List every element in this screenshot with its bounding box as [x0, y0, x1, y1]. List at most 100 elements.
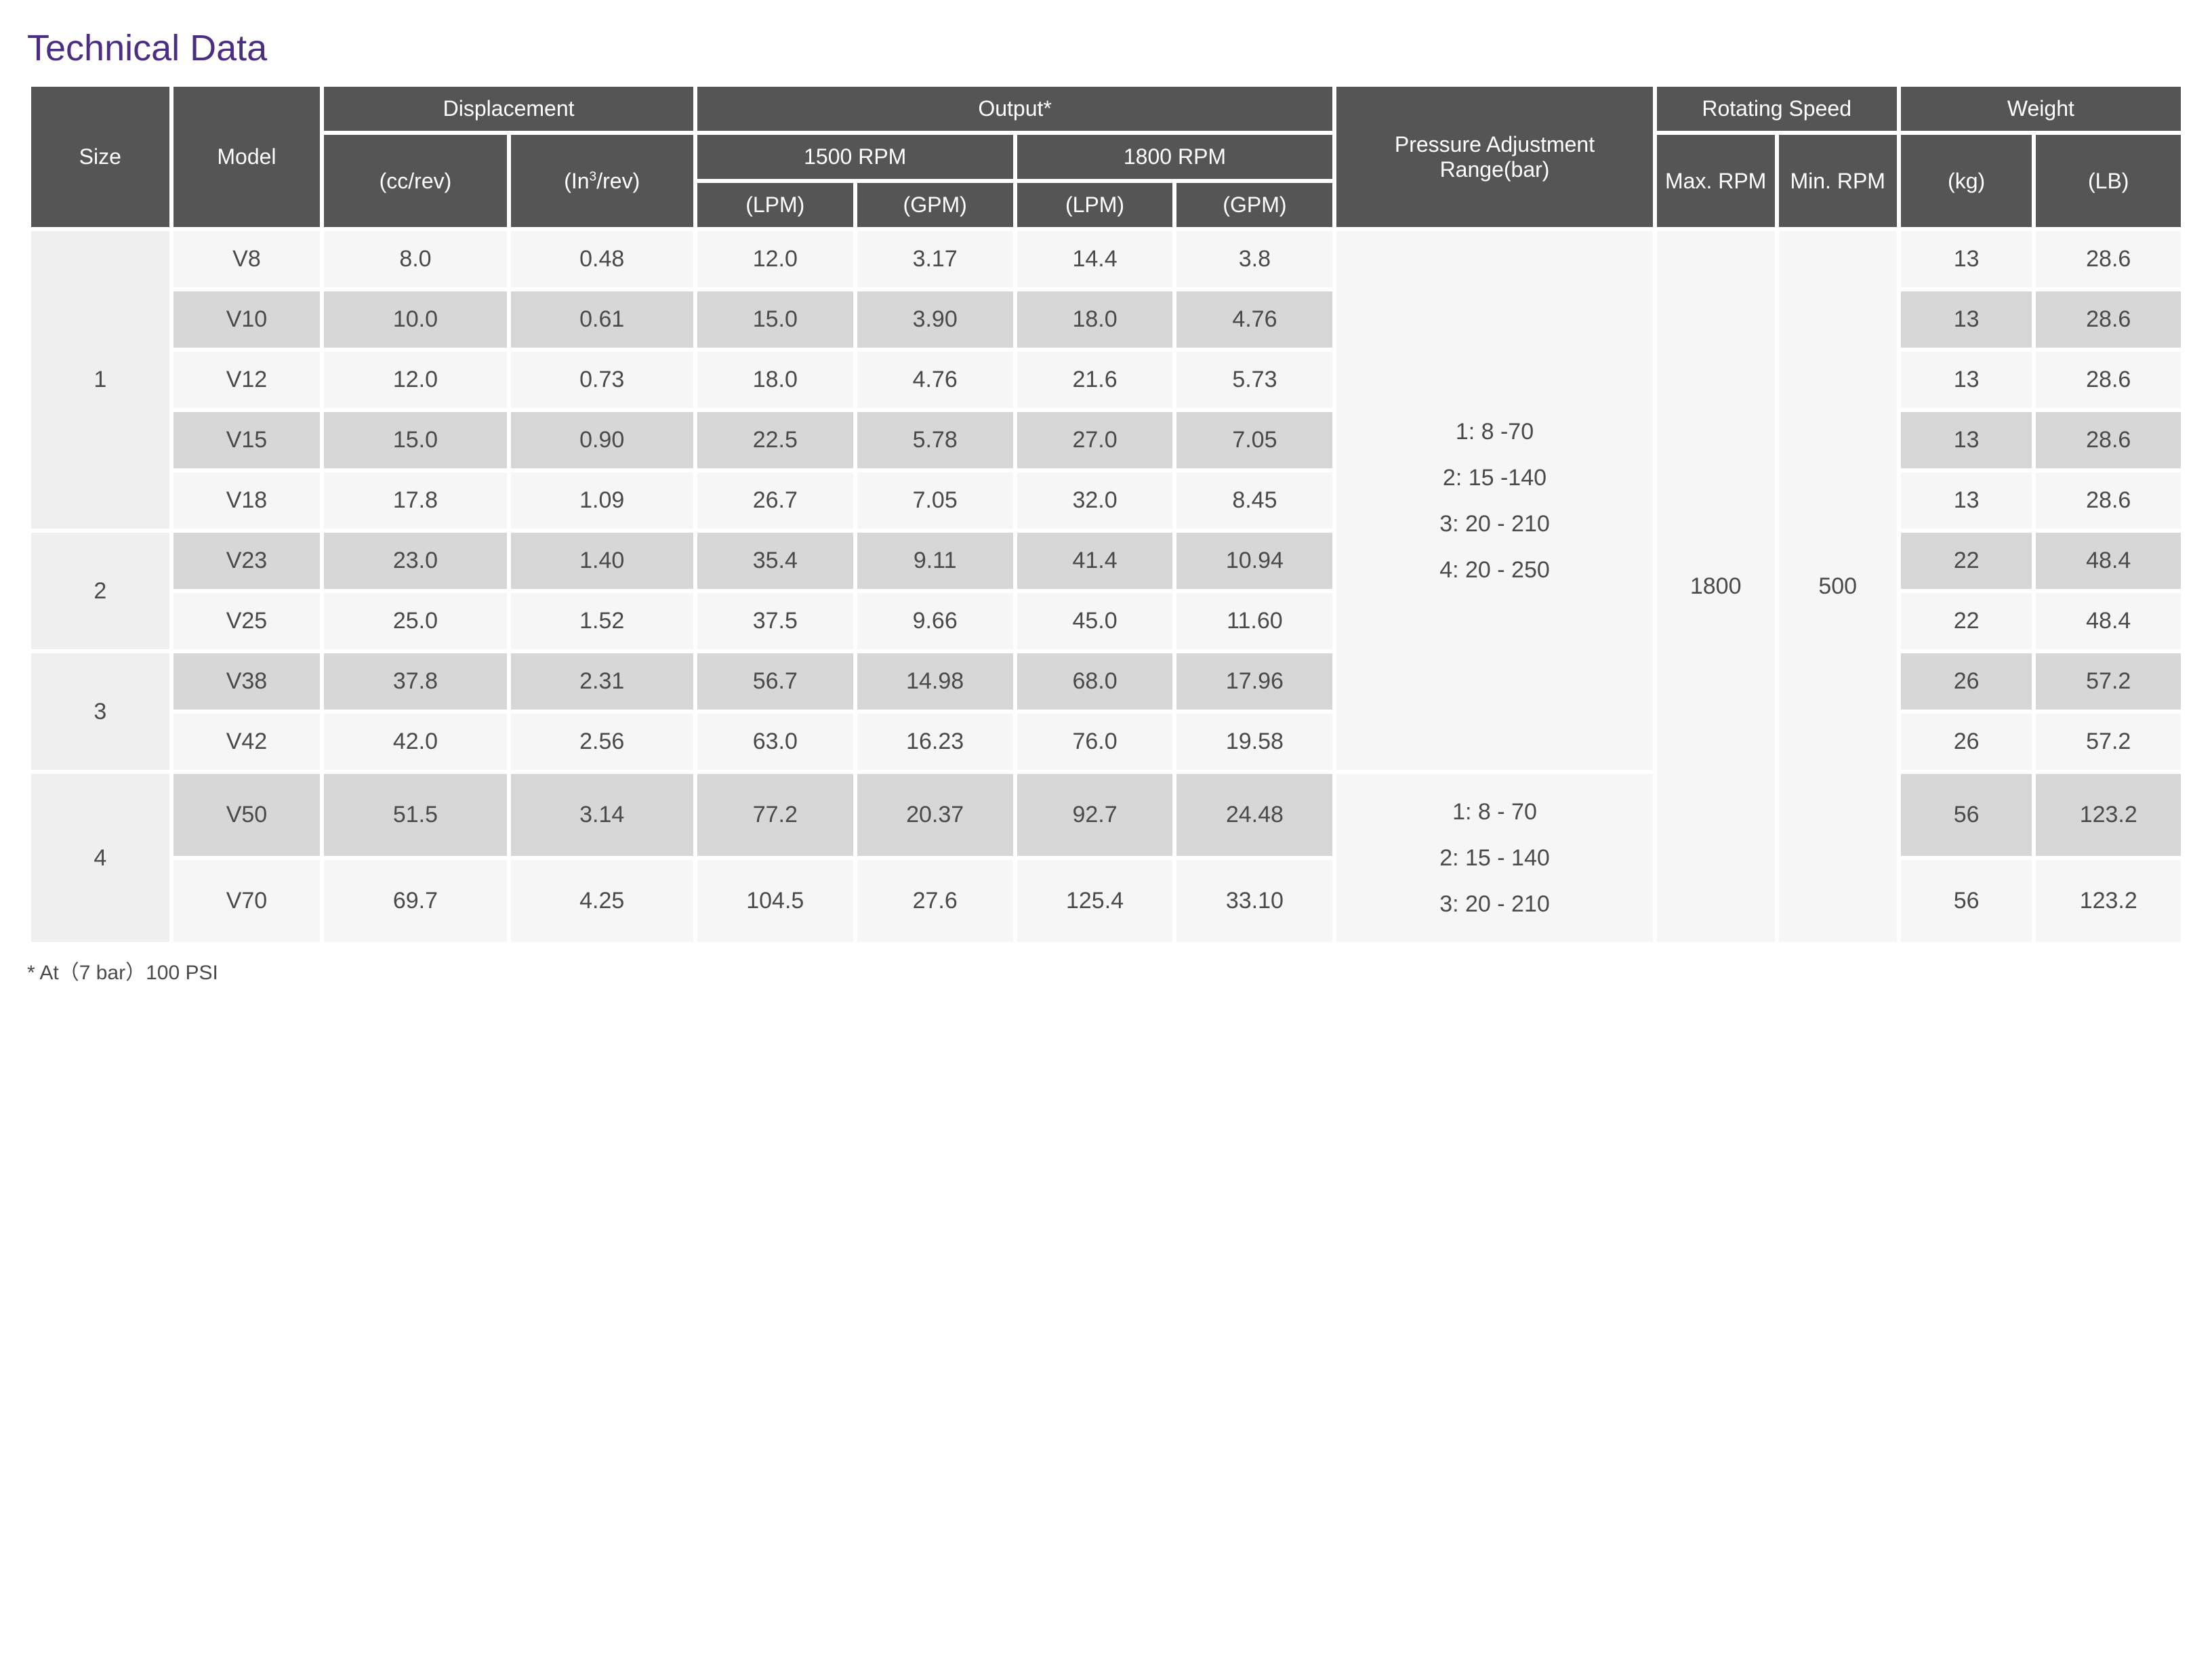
th-size: Size — [31, 87, 169, 227]
th-maxrpm: Max. RPM — [1657, 135, 1775, 227]
cell-gpm-1500: 7.05 — [857, 472, 1013, 529]
cell-lb: 57.2 — [2036, 653, 2181, 710]
cell-kg: 22 — [1901, 533, 2032, 589]
cell-gpm-1800: 19.58 — [1176, 714, 1332, 770]
cell-gpm-1800: 11.60 — [1176, 593, 1332, 649]
cell-model: V8 — [173, 231, 321, 287]
cell-cc: 69.7 — [324, 860, 506, 942]
cell-lpm-1500: 12.0 — [697, 231, 853, 287]
cell-lpm-1500: 26.7 — [697, 472, 853, 529]
cell-in3: 2.31 — [511, 653, 693, 710]
cell-cc: 25.0 — [324, 593, 506, 649]
cell-cc: 17.8 — [324, 472, 506, 529]
cell-model: V23 — [173, 533, 321, 589]
cell-gpm-1800: 5.73 — [1176, 352, 1332, 408]
cell-gpm-1800: 3.8 — [1176, 231, 1332, 287]
cell-gpm-1500: 14.98 — [857, 653, 1013, 710]
table-body: 1V88.00.4812.03.1714.43.81: 8 -702: 15 -… — [31, 231, 2181, 942]
cell-max-rpm: 1800 — [1657, 231, 1775, 942]
cell-lb: 57.2 — [2036, 714, 2181, 770]
cell-lb: 48.4 — [2036, 533, 2181, 589]
cell-model: V70 — [173, 860, 321, 942]
th-cc: (cc/rev) — [324, 135, 506, 227]
cell-min-rpm: 500 — [1779, 231, 1897, 942]
cell-lpm-1800: 27.0 — [1017, 412, 1173, 468]
th-1800: 1800 RPM — [1017, 135, 1333, 179]
technical-data-table: Size Model Displacement Output* Pressure… — [27, 83, 2185, 946]
cell-lb: 28.6 — [2036, 412, 2181, 468]
cell-lpm-1800: 21.6 — [1017, 352, 1173, 408]
cell-gpm-1800: 7.05 — [1176, 412, 1332, 468]
th-displacement: Displacement — [324, 87, 693, 131]
cell-kg: 56 — [1901, 774, 2032, 856]
cell-model: V10 — [173, 291, 321, 348]
cell-lpm-1800: 14.4 — [1017, 231, 1173, 287]
cell-lpm-1800: 68.0 — [1017, 653, 1173, 710]
cell-gpm-1500: 3.90 — [857, 291, 1013, 348]
cell-lpm-1800: 18.0 — [1017, 291, 1173, 348]
cell-kg: 13 — [1901, 352, 2032, 408]
cell-gpm-1800: 10.94 — [1176, 533, 1332, 589]
cell-gpm-1800: 4.76 — [1176, 291, 1332, 348]
cell-lpm-1500: 37.5 — [697, 593, 853, 649]
cell-in3: 0.90 — [511, 412, 693, 468]
th-gpm-1800: (GPM) — [1176, 183, 1332, 227]
cell-gpm-1500: 4.76 — [857, 352, 1013, 408]
cell-lb: 28.6 — [2036, 352, 2181, 408]
cell-kg: 56 — [1901, 860, 2032, 942]
cell-lb: 28.6 — [2036, 472, 2181, 529]
cell-lpm-1800: 76.0 — [1017, 714, 1173, 770]
table-header: Size Model Displacement Output* Pressure… — [31, 87, 2181, 227]
cell-gpm-1500: 9.11 — [857, 533, 1013, 589]
cell-in3: 1.52 — [511, 593, 693, 649]
cell-gpm-1500: 16.23 — [857, 714, 1013, 770]
cell-lpm-1800: 45.0 — [1017, 593, 1173, 649]
cell-lb: 48.4 — [2036, 593, 2181, 649]
cell-in3: 4.25 — [511, 860, 693, 942]
cell-kg: 22 — [1901, 593, 2032, 649]
cell-in3: 0.73 — [511, 352, 693, 408]
cell-model: V38 — [173, 653, 321, 710]
cell-kg: 13 — [1901, 412, 2032, 468]
cell-kg: 13 — [1901, 472, 2032, 529]
cell-in3: 3.14 — [511, 774, 693, 856]
cell-cc: 37.8 — [324, 653, 506, 710]
cell-gpm-1500: 9.66 — [857, 593, 1013, 649]
cell-lb: 28.6 — [2036, 291, 2181, 348]
cell-model: V12 — [173, 352, 321, 408]
th-output: Output* — [697, 87, 1333, 131]
th-rotating: Rotating Speed — [1657, 87, 1897, 131]
cell-pressure: 1: 8 - 702: 15 - 1403: 20 - 210 — [1336, 774, 1652, 942]
cell-lpm-1500: 56.7 — [697, 653, 853, 710]
cell-cc: 10.0 — [324, 291, 506, 348]
cell-lpm-1500: 15.0 — [697, 291, 853, 348]
cell-lb: 28.6 — [2036, 231, 2181, 287]
cell-model: V15 — [173, 412, 321, 468]
cell-kg: 13 — [1901, 291, 2032, 348]
cell-lpm-1500: 35.4 — [697, 533, 853, 589]
cell-lpm-1500: 104.5 — [697, 860, 853, 942]
cell-lpm-1500: 18.0 — [697, 352, 853, 408]
cell-lpm-1800: 92.7 — [1017, 774, 1173, 856]
th-kg: (kg) — [1901, 135, 2032, 227]
cell-lpm-1500: 77.2 — [697, 774, 853, 856]
cell-lb: 123.2 — [2036, 860, 2181, 942]
page-title: Technical Data — [27, 27, 2185, 69]
cell-gpm-1500: 3.17 — [857, 231, 1013, 287]
cell-size: 4 — [31, 774, 169, 942]
th-model: Model — [173, 87, 321, 227]
cell-cc: 12.0 — [324, 352, 506, 408]
cell-model: V50 — [173, 774, 321, 856]
cell-size: 2 — [31, 533, 169, 649]
cell-model: V42 — [173, 714, 321, 770]
cell-cc: 8.0 — [324, 231, 506, 287]
cell-gpm-1500: 20.37 — [857, 774, 1013, 856]
cell-gpm-1800: 24.48 — [1176, 774, 1332, 856]
cell-lb: 123.2 — [2036, 774, 2181, 856]
cell-lpm-1500: 63.0 — [697, 714, 853, 770]
cell-lpm-1800: 41.4 — [1017, 533, 1173, 589]
footnote: * At（7 bar）100 PSI — [27, 956, 2185, 985]
cell-in3: 2.56 — [511, 714, 693, 770]
th-weight: Weight — [1901, 87, 2181, 131]
cell-lpm-1500: 22.5 — [697, 412, 853, 468]
